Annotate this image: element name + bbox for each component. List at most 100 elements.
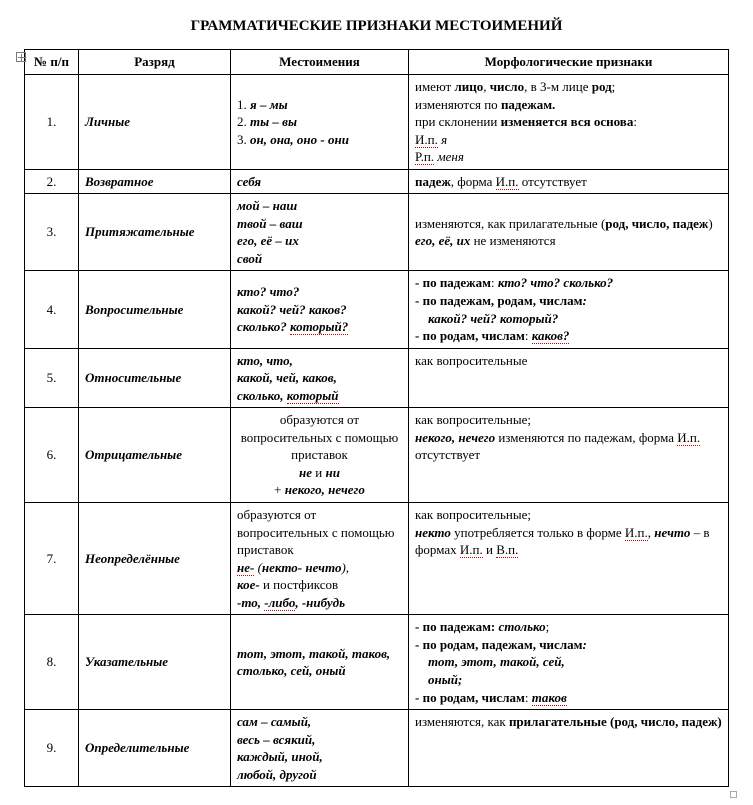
text: я — [438, 132, 447, 147]
text: ; — [546, 619, 550, 634]
text: его, её, их — [415, 233, 470, 248]
cell-pronouns: образуются от вопросительных с помощью п… — [231, 408, 409, 503]
cell-pronouns: себя — [231, 169, 409, 194]
table-row: 8. Указательные тот, этот, такой, таков,… — [25, 615, 729, 710]
text: , -нибудь — [295, 595, 345, 610]
text: тот, этот, такой, сей, — [428, 654, 565, 669]
text: : — [582, 293, 586, 308]
text: изменяются по — [415, 97, 501, 112]
text: : — [582, 637, 586, 652]
text: и — [312, 465, 325, 480]
text: род — [592, 79, 612, 94]
col-number: № п/п — [25, 50, 79, 75]
text: не- — [237, 560, 254, 576]
text: некто — [415, 525, 451, 540]
text: , форма — [451, 174, 496, 189]
cell-category: Определительные — [79, 710, 231, 787]
text: - по падежам — [415, 275, 491, 290]
text: изменяется вся основа — [501, 114, 634, 129]
text: прилагательные (род, число, падеж) — [509, 714, 722, 729]
text — [415, 654, 428, 669]
text: образуются от вопросительных с помощью п… — [237, 506, 402, 559]
col-morphology: Морфологические признаки — [409, 50, 729, 75]
text: как вопросительные; — [415, 411, 722, 429]
text: : — [525, 690, 532, 705]
pronoun-item: ты – вы — [250, 114, 297, 129]
text: образуются от вопросительных с помощью п… — [237, 411, 402, 464]
cell-num: 2. — [25, 169, 79, 194]
text: ; — [612, 79, 616, 94]
cell-num: 3. — [25, 194, 79, 271]
text: - по родам, падежам, числам — [415, 637, 582, 652]
pronoun-item: его, её – их — [237, 232, 402, 250]
table-header-row: № п/п Разряд Местоимения Морфологические… — [25, 50, 729, 75]
text: : — [491, 275, 498, 290]
text: падеж — [415, 174, 451, 189]
pronoun-item: кто, что, — [237, 352, 402, 370]
table-row: 6. Отрицательные образуются от вопросите… — [25, 408, 729, 503]
cell-category: Возвратное — [79, 169, 231, 194]
pronoun-item: какой, чей, каков, — [237, 369, 402, 387]
cell-pronouns: мой – наш твой – ваш его, её – их свой — [231, 194, 409, 271]
col-pronouns: Местоимения — [231, 50, 409, 75]
text: И.п. — [415, 132, 438, 148]
text: каков? — [532, 328, 570, 344]
text: при склонении — [415, 114, 501, 129]
text: как вопросительные — [415, 352, 722, 370]
pronoun-item: кто? что? — [237, 283, 402, 301]
cell-morphology: имеют лицо, число, в 3-м лице род; измен… — [409, 75, 729, 170]
pronoun-item: весь – всякий, — [237, 731, 402, 749]
cell-category: Вопросительные — [79, 271, 231, 348]
list-num: 3. — [237, 132, 247, 147]
pronoun-item: любой, другой — [237, 766, 402, 784]
text: -либо — [264, 595, 295, 611]
text: В.п. — [496, 542, 518, 558]
pronoun-item: твой – ваш — [237, 215, 402, 233]
text: некого, нечего — [415, 430, 495, 445]
pronoun-item: какой? чей? каков? — [237, 301, 402, 319]
text: ( — [254, 560, 262, 575]
cell-category: Относительные — [79, 348, 231, 408]
text: род, число, падеж — [605, 216, 708, 231]
pronoun-table: № п/п Разряд Местоимения Морфологические… — [24, 49, 729, 787]
pronoun-item: который? — [290, 319, 348, 335]
text: оный; — [428, 672, 462, 687]
cell-pronouns: кто? что? какой? чей? каков? сколько? ко… — [231, 271, 409, 348]
cell-pronouns: тот, этот, такой, таков, столько, сей, о… — [231, 615, 409, 710]
cell-morphology: как вопросительные; некого, нечего измен… — [409, 408, 729, 503]
text: и — [483, 542, 496, 557]
text: отсутствует — [415, 447, 480, 462]
table-move-icon[interactable] — [16, 52, 26, 62]
cell-num: 4. — [25, 271, 79, 348]
text: лицо — [454, 79, 483, 94]
text: столько — [499, 619, 546, 634]
cell-category: Притяжательные — [79, 194, 231, 271]
text: , в 3-м лице — [524, 79, 592, 94]
text: нечто — [654, 525, 690, 540]
table-row: 1. Личные 1. я – мы 2. ты – вы 3. он, он… — [25, 75, 729, 170]
pronoun-item: свой — [237, 250, 402, 268]
text: некого, нечего — [285, 482, 365, 497]
text: не изменяются — [470, 233, 555, 248]
text: число — [490, 79, 524, 94]
table-row: 9. Определительные сам – самый, весь – в… — [25, 710, 729, 787]
text: И.п. — [496, 174, 519, 190]
text: имеют — [415, 79, 454, 94]
text: - по падежам: — [415, 619, 499, 634]
text: - по родам, числам — [415, 690, 525, 705]
text: ) — [708, 216, 712, 231]
cell-category: Отрицательные — [79, 408, 231, 503]
pronoun-item: я – мы — [250, 97, 288, 112]
pronoun-item: сколько? — [237, 319, 290, 334]
cell-morphology: как вопросительные — [409, 348, 729, 408]
cell-num: 9. — [25, 710, 79, 787]
table-row: 2. Возвратное себя падеж, форма И.п. отс… — [25, 169, 729, 194]
text: как вопросительные; — [415, 506, 722, 524]
text: : — [633, 114, 637, 129]
text: некто- — [262, 560, 302, 575]
text — [415, 311, 428, 326]
text: кое- — [237, 577, 260, 592]
cell-pronouns: сам – самый, весь – всякий, каждый, иной… — [231, 710, 409, 787]
pronoun-item: тот, этот, такой, таков, столько, сей, о… — [237, 645, 402, 680]
table-row: 4. Вопросительные кто? что? какой? чей? … — [25, 271, 729, 348]
